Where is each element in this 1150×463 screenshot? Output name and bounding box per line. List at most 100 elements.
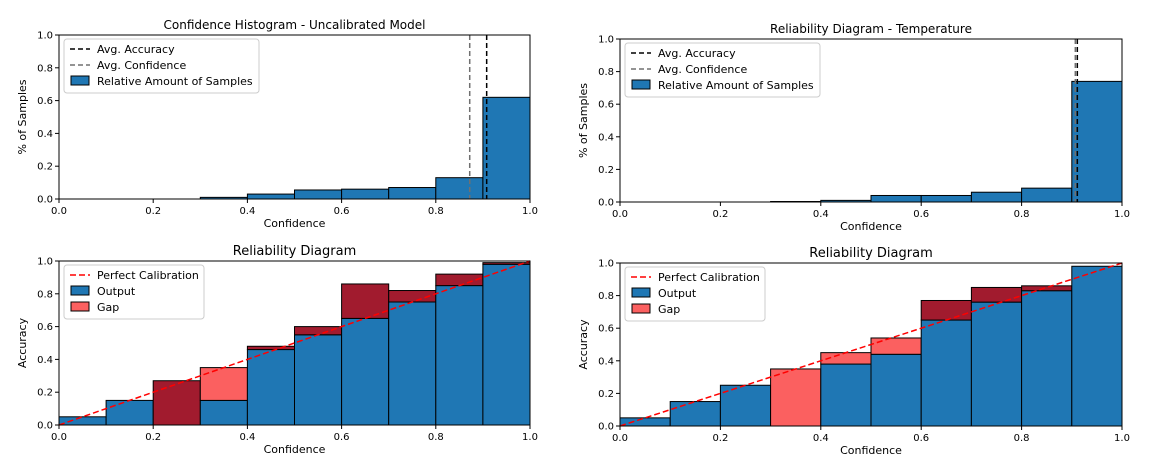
histogram-bar <box>482 96 531 200</box>
x-tick-label: 0.8 <box>1014 209 1030 220</box>
histogram-bar <box>1021 187 1073 203</box>
x-tick-label: 0.8 <box>428 432 444 443</box>
x-tick-label: 0.4 <box>813 209 829 220</box>
y-tick-label: 0.8 <box>37 63 53 74</box>
x-tick-label: 0.4 <box>239 206 255 217</box>
perfect-calibration-line <box>58 260 531 426</box>
y-tick-label: 1.0 <box>598 259 614 270</box>
y-tick-label: 0.6 <box>37 96 53 107</box>
x-tick-label: 0.2 <box>145 432 161 443</box>
y-tick-label: 1.0 <box>37 257 53 268</box>
gap-bar <box>1021 285 1073 292</box>
axes-frame <box>58 34 531 200</box>
x-tick-label: 0.2 <box>145 206 161 217</box>
chart-rel_temp: 0.0 0.2 0.4 0.6 0.8 1.0 0.0 0.2 0.4 0.6 0.8 1.0 Conf… <box>577 246 1130 457</box>
y-tick-label: 0.2 <box>37 388 53 399</box>
histogram-bar <box>870 194 922 203</box>
axes-frame <box>58 260 531 426</box>
output-bar <box>58 416 107 426</box>
output-bar <box>1071 265 1123 427</box>
output-bar <box>105 399 154 426</box>
y-tick-label: 0.0 <box>598 198 614 209</box>
y-tick-label: 0.6 <box>598 324 614 335</box>
x-axis-label: Confidence <box>264 443 326 456</box>
y-tick-label: 0.0 <box>37 421 53 432</box>
legend-box <box>624 266 766 322</box>
histogram-bar <box>341 188 390 200</box>
y-tick-label: 0.8 <box>37 289 53 300</box>
output-bar <box>435 285 484 426</box>
chart-title: Reliability Diagram <box>809 246 932 261</box>
legend-label: Relative Amount of Samples <box>97 75 253 88</box>
x-axis-label: Confidence <box>840 220 902 233</box>
x-tick-label: 0.6 <box>334 206 350 217</box>
x-tick-label: 0.0 <box>51 432 67 443</box>
chart-rel_uncal: 0.0 0.2 0.4 0.6 0.8 1.0 0.0 0.2 0.4 0.6 0.8 1.0 Conf… <box>16 244 538 456</box>
chart-hist_uncal: 0.0 0.2 0.4 0.6 0.8 1.0 0.0 0.2 0.4 0.6 0.8 1.0 Conf… <box>16 18 538 230</box>
x-tick-label: 1.0 <box>522 206 538 217</box>
legend-label: Gap <box>97 301 119 314</box>
y-tick-label: 0.2 <box>37 162 53 173</box>
legend-label: Avg. Confidence <box>97 59 186 72</box>
chart-title: Confidence Histogram - Uncalibrated Mode… <box>164 18 426 32</box>
y-tick-label: 0.4 <box>37 355 53 366</box>
legend-label: Avg. Confidence <box>658 63 747 76</box>
x-tick-label: 1.0 <box>522 432 538 443</box>
gap-bar <box>246 345 295 351</box>
legend-label: Output <box>97 285 136 298</box>
legend-output-swatch <box>631 287 651 298</box>
y-axis-label: Accuracy <box>577 319 590 370</box>
output-bar <box>246 349 295 426</box>
y-tick-label: 1.0 <box>598 35 614 46</box>
histogram-bar <box>920 194 972 203</box>
x-tick-label: 0.4 <box>813 433 829 444</box>
output-bar <box>482 263 531 426</box>
legend-label: Perfect Calibration <box>658 271 760 284</box>
x-tick-label: 1.0 <box>1114 433 1130 444</box>
x-tick-label: 0.2 <box>712 433 728 444</box>
y-tick-label: 0.8 <box>598 291 614 302</box>
legend-label: Gap <box>658 303 680 316</box>
legend-samples-swatch <box>70 75 90 86</box>
y-axis-label: % of Samples <box>577 83 590 158</box>
y-tick-label: 1.0 <box>37 31 53 42</box>
y-axis-label: Accuracy <box>16 317 29 368</box>
x-tick-label: 0.0 <box>51 206 67 217</box>
x-axis-label: Confidence <box>840 444 902 457</box>
gap-bar <box>199 367 248 401</box>
y-tick-label: 0.6 <box>37 322 53 333</box>
y-tick-label: 0.0 <box>37 195 53 206</box>
histogram-bar <box>1071 80 1123 203</box>
x-tick-label: 0.0 <box>612 209 628 220</box>
y-tick-label: 0.6 <box>598 100 614 111</box>
y-tick-label: 0.2 <box>598 389 614 400</box>
legend-gap-swatch <box>631 303 651 314</box>
legend-label: Perfect Calibration <box>97 269 199 282</box>
axes-frame <box>619 262 1123 427</box>
histogram-bar <box>388 187 437 200</box>
gap-bar <box>970 286 1023 303</box>
legend-box <box>624 42 821 98</box>
output-bar <box>1021 290 1073 427</box>
output-bar <box>669 401 721 427</box>
output-bar <box>870 353 922 427</box>
x-tick-label: 0.8 <box>428 206 444 217</box>
output-bar <box>199 399 248 426</box>
legend-gap-swatch <box>70 301 90 312</box>
y-tick-label: 0.2 <box>598 165 614 176</box>
x-tick-label: 0.6 <box>913 209 929 220</box>
x-tick-label: 0.6 <box>334 432 350 443</box>
y-tick-label: 0.4 <box>598 356 614 367</box>
x-tick-label: 0.6 <box>913 433 929 444</box>
y-tick-label: 0.0 <box>598 422 614 433</box>
y-axis-label: % of Samples <box>16 79 29 154</box>
output-bar <box>970 301 1023 427</box>
output-bar <box>388 301 437 426</box>
legend-label: Relative Amount of Samples <box>658 79 814 92</box>
legend-label: Avg. Accuracy <box>658 47 736 60</box>
histogram-bar <box>294 189 343 200</box>
legend-label: Avg. Accuracy <box>97 43 175 56</box>
gap-bar <box>294 326 343 336</box>
x-tick-label: 0.4 <box>239 432 255 443</box>
